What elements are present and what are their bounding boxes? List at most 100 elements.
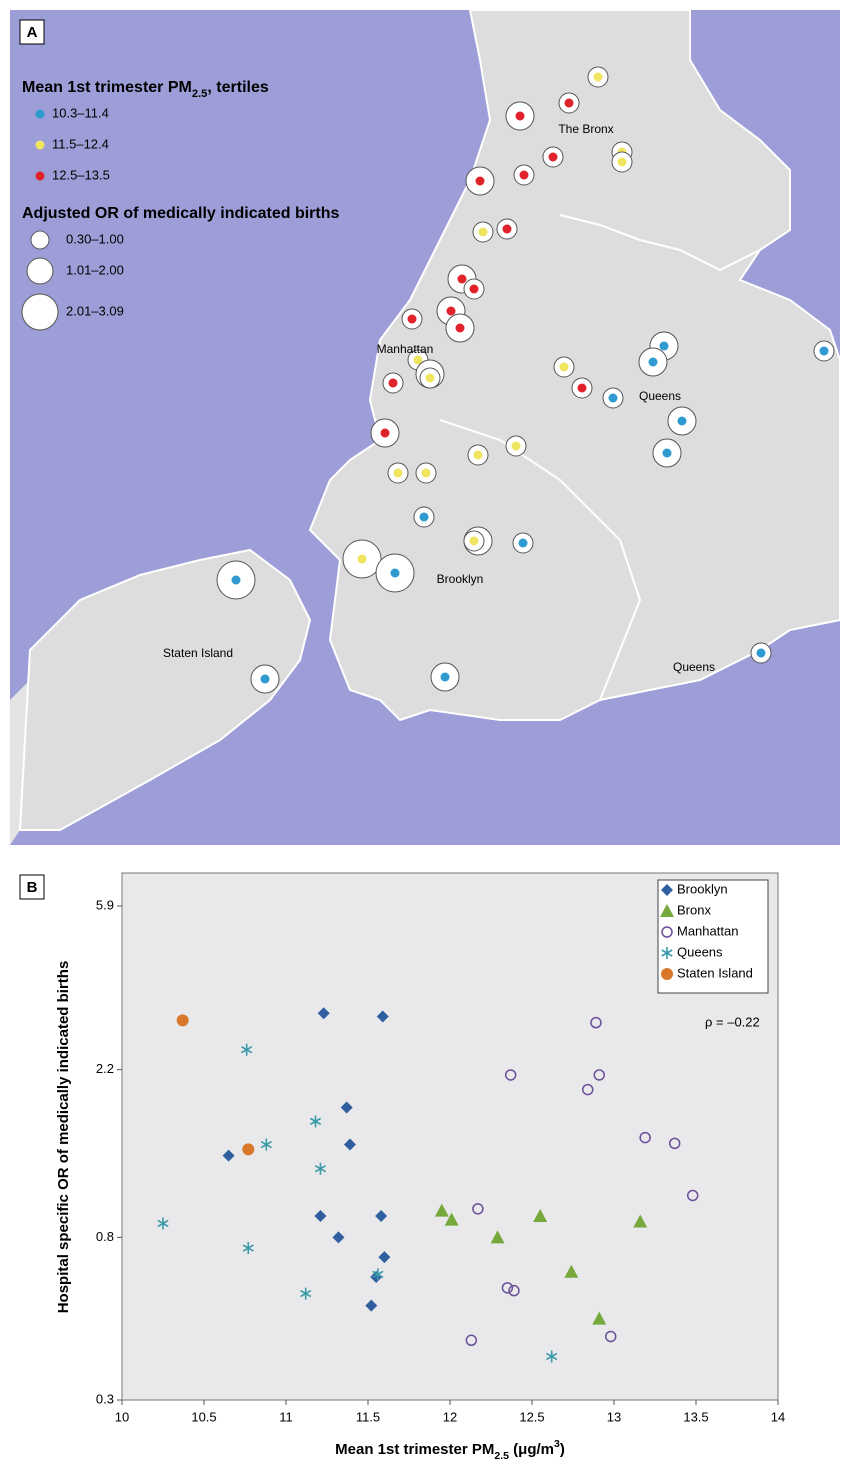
x-tick-label: 11.5 (356, 1409, 380, 1424)
legend-label: Manhattan (677, 923, 738, 938)
panel-label: A (27, 24, 38, 41)
legend-label: 1.01–2.00 (66, 262, 124, 277)
y-tick-label: 2.2 (96, 1061, 114, 1076)
point (157, 1217, 169, 1230)
hospital-dot (518, 538, 528, 548)
point (639, 1131, 651, 1144)
point (376, 1010, 389, 1023)
legend-label: 2.01–3.09 (66, 303, 124, 318)
hospital-dot (559, 362, 569, 372)
panel-label: B (27, 879, 38, 896)
y-tick-label: 0.8 (96, 1229, 114, 1244)
hospital-dot (662, 448, 672, 458)
legend-label: Bronx (677, 902, 711, 917)
point (309, 1115, 322, 1128)
x-tick-label: 13 (607, 1409, 621, 1424)
legend-dot (35, 171, 45, 181)
borough-border (559, 214, 761, 272)
hospital-dot (608, 393, 618, 403)
hospital-dot (260, 674, 270, 684)
hospital-dot (390, 568, 400, 578)
hospital-dot (421, 468, 431, 478)
hospital-dot (519, 170, 529, 180)
y-tick-label: 5.9 (96, 897, 114, 912)
legend-box (657, 879, 769, 994)
hospital-dot (446, 306, 456, 316)
x-tick-label: 12.5 (519, 1409, 544, 1424)
chart-panel: B ρ = –0.22 Hospital specific OR of medi… (19, 872, 785, 1462)
hospital-dot (756, 648, 766, 658)
legend-label: 12.5–13.5 (52, 167, 110, 182)
hospital-dot (659, 341, 669, 351)
hospital-dot (413, 355, 423, 365)
borough-label: Manhattan (377, 342, 434, 356)
hospital-dot (511, 441, 521, 451)
x-tick-label: 13.5 (683, 1409, 708, 1424)
legend-marker (660, 904, 674, 917)
hospital-dot (407, 314, 417, 324)
legend-dot (35, 140, 45, 150)
hospital-dot (469, 536, 479, 546)
hospital-dot (502, 224, 512, 234)
point (472, 1203, 484, 1215)
legend-label: 11.5–12.4 (52, 136, 109, 151)
hospital-dot (617, 157, 627, 167)
map-panel: A The Bronx Manhattan Queens Brooklyn Staten… (10, 9, 841, 845)
legend-marker (661, 968, 673, 980)
x-tick-label: 11 (279, 1409, 293, 1424)
hospital-dot (425, 373, 435, 383)
point (686, 1189, 699, 1202)
point (593, 1069, 605, 1081)
point (314, 1162, 327, 1175)
hospital-dot (475, 176, 485, 186)
legend-ring (21, 293, 59, 331)
land-outside (10, 650, 60, 845)
point (372, 1268, 384, 1281)
borough-label: The Bronx (558, 122, 613, 136)
legend-dot (35, 109, 45, 119)
point (242, 1242, 254, 1255)
point (465, 1334, 478, 1347)
point (533, 1208, 548, 1222)
hospital-dot (564, 98, 574, 108)
point (633, 1214, 648, 1228)
hospital-dot (457, 274, 467, 284)
point (260, 1138, 272, 1151)
panel-label-box (19, 874, 45, 900)
legend-title: Adjusted OR of medically indicated birth… (22, 205, 339, 222)
legend-title: Mean 1st trimester PM2.5, tertiles (22, 79, 269, 100)
point (546, 1350, 558, 1363)
point (508, 1284, 520, 1297)
text-part: (μg/m (509, 1441, 554, 1458)
hospital-dot (357, 554, 367, 564)
point (375, 1209, 388, 1222)
hospital-dot (388, 378, 398, 388)
x-tick-label: 14 (771, 1409, 785, 1424)
point (317, 1007, 330, 1020)
land-nyc (308, 9, 841, 722)
legend-label: Staten Island (677, 965, 753, 980)
point (241, 1043, 253, 1056)
borough-label: Brooklyn (437, 572, 484, 586)
hospital-dot (819, 346, 829, 356)
point (504, 1069, 517, 1081)
point (340, 1101, 353, 1114)
hospital-dot (473, 450, 483, 460)
annotation: ρ = –0.22 (705, 1014, 760, 1029)
point (222, 1149, 235, 1162)
hospital-dot (380, 428, 390, 438)
point (242, 1143, 255, 1156)
text-part: ) (560, 1441, 565, 1458)
x-tick-label: 10.5 (191, 1409, 216, 1424)
hospital-dot (677, 416, 687, 426)
point (434, 1203, 449, 1217)
point (378, 1251, 391, 1264)
legend-ring (30, 230, 50, 250)
point (582, 1083, 594, 1096)
panel-label-box (19, 19, 45, 45)
point (176, 1014, 189, 1027)
y-tick-label: 0.3 (96, 1391, 114, 1406)
point (490, 1230, 505, 1244)
legend-label: 0.30–1.00 (66, 231, 124, 246)
